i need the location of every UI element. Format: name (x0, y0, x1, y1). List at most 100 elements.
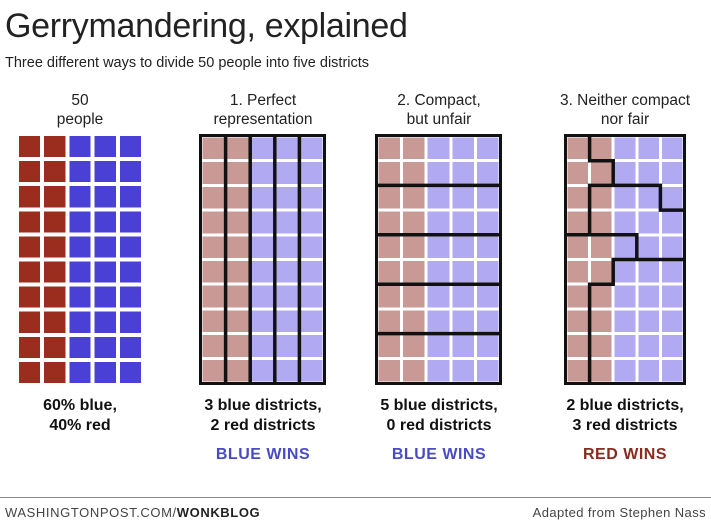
person-blue (300, 261, 323, 283)
person-blue (119, 236, 141, 258)
person-blue (251, 285, 274, 308)
person-red (403, 137, 425, 160)
person-blue (614, 310, 636, 333)
person-blue (452, 186, 474, 209)
person-red (44, 261, 66, 283)
person-red (591, 359, 612, 382)
person-blue (69, 186, 91, 208)
person-red (19, 286, 41, 308)
person-red (227, 310, 249, 333)
person-blue (251, 261, 274, 283)
person-red (44, 136, 66, 158)
person-blue (638, 310, 659, 333)
person-blue (276, 211, 298, 234)
person-red (19, 186, 41, 208)
person-blue (476, 186, 499, 209)
person-blue (300, 162, 323, 184)
person-blue (452, 335, 474, 357)
person-blue (638, 236, 659, 258)
person-blue (427, 310, 450, 333)
result-line: 2 blue districts, (566, 397, 684, 414)
column-label-line: 3. Neither compact (559, 92, 691, 109)
footer-source: WASHINGTONPOST.COM/WONKBLOG (5, 505, 260, 520)
person-red (202, 261, 225, 283)
person-blue (638, 335, 659, 357)
district-map-compact-unfair (375, 134, 502, 385)
person-blue (94, 211, 116, 233)
person-blue (94, 361, 116, 383)
person-blue (661, 285, 683, 308)
person-blue (614, 162, 636, 184)
person-blue (614, 335, 636, 357)
person-red (19, 261, 41, 283)
person-blue (119, 186, 141, 208)
person-blue (638, 359, 659, 382)
person-red (227, 236, 249, 258)
person-blue (476, 285, 499, 308)
column-label-line: 1. Perfect (229, 92, 297, 109)
winner-label-compact-unfair: BLUE WINS (391, 446, 487, 463)
person-red (202, 137, 225, 160)
person-blue (452, 359, 474, 382)
person-blue (119, 336, 141, 358)
person-blue (251, 236, 274, 258)
person-red (567, 359, 589, 382)
person-blue (427, 236, 450, 258)
district-map-perfect-representation (199, 134, 326, 385)
person-blue (452, 162, 474, 184)
district-border (223, 134, 302, 385)
person-blue (276, 186, 298, 209)
person-blue (69, 311, 91, 333)
person-blue (661, 359, 683, 382)
person-blue (661, 137, 683, 160)
person-blue (452, 137, 474, 160)
person-red (591, 285, 612, 308)
person-red (44, 286, 66, 308)
person-red (44, 361, 66, 383)
person-blue (661, 211, 683, 234)
person-blue (452, 211, 474, 234)
person-blue (94, 161, 116, 183)
person-blue (119, 211, 141, 233)
person-red (591, 310, 612, 333)
person-red (378, 359, 401, 382)
person-blue (251, 359, 274, 382)
person-blue (300, 285, 323, 308)
person-blue (119, 261, 141, 283)
population-grid (19, 136, 141, 383)
person-red (567, 236, 589, 258)
result-line: 3 blue districts, (204, 397, 322, 414)
person-blue (427, 335, 450, 357)
person-red (44, 161, 66, 183)
person-blue (452, 261, 474, 283)
district-map-neither-compact-nor-fair (564, 134, 686, 385)
district-border (375, 183, 502, 336)
person-blue (476, 162, 499, 184)
person-blue (476, 236, 499, 258)
person-blue (69, 286, 91, 308)
person-red (19, 336, 41, 358)
person-blue (427, 359, 450, 382)
column-label-line: nor fair (600, 111, 650, 128)
person-blue (427, 285, 450, 308)
person-red (378, 261, 401, 283)
person-red (227, 211, 249, 234)
person-red (591, 137, 612, 160)
result-neither-compact-nor-fair: 2 blue districts, 3 red districts (540, 396, 710, 436)
person-red (591, 162, 612, 184)
person-red (202, 236, 225, 258)
person-blue (427, 211, 450, 234)
person-red (403, 335, 425, 357)
person-red (227, 162, 249, 184)
person-blue (251, 186, 274, 209)
person-blue (427, 186, 450, 209)
person-red (378, 310, 401, 333)
person-blue (251, 335, 274, 357)
person-red (202, 211, 225, 234)
column-label-compact-unfair: 2. Compact, but unfair (354, 91, 524, 129)
person-blue (94, 236, 116, 258)
person-blue (276, 137, 298, 160)
person-red (19, 236, 41, 258)
person-red (403, 186, 425, 209)
person-blue (661, 162, 683, 184)
